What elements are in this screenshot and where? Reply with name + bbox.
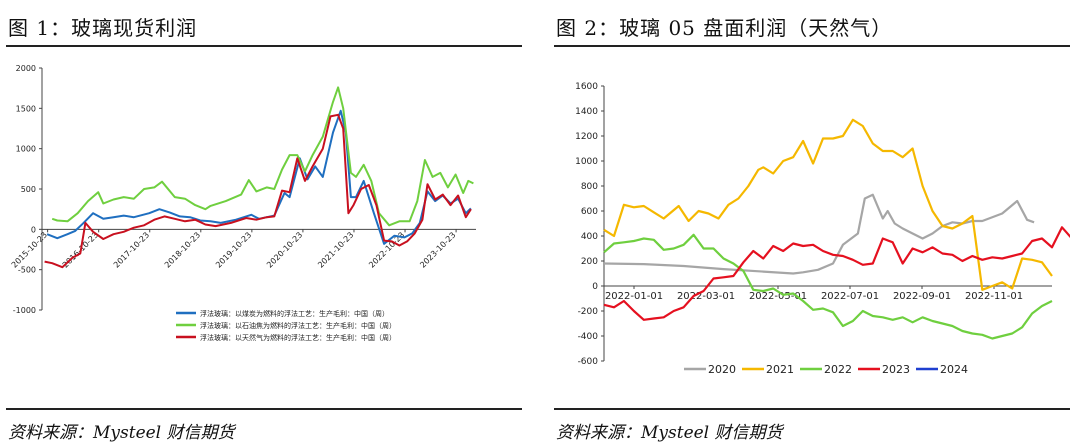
legend-label-1: 浮法玻璃：以煤炭为燃料的浮法工艺：生产毛利：中国（周） xyxy=(200,309,389,318)
series-line-3 xyxy=(44,113,472,269)
series-line-2021 xyxy=(603,118,1053,291)
figure-1-source: 资料来源：Mysteel 财信期货 xyxy=(8,423,235,443)
figure-2-title: 图 2：玻璃 05 盘面利润（天然气） xyxy=(556,16,893,40)
y-tick-label: 600 xyxy=(581,207,598,217)
figure-1-top-rule xyxy=(6,45,522,47)
figure-1-bottom-rule xyxy=(6,408,522,410)
legend-label-2022: 2022 xyxy=(824,363,852,376)
y-tick-label: 200 xyxy=(581,257,598,267)
figure-2-chart: 1600 1400 1200 1000 800 600 400 200 0 -200 -400 -60… xyxy=(575,82,1070,376)
legend-label-2021: 2021 xyxy=(766,363,794,376)
x-tick-label: 2023-10-23 xyxy=(418,230,457,269)
x-tick-label: 2015-10-23 xyxy=(10,230,49,269)
x-tick-label: 2022-01-01 xyxy=(605,291,663,302)
x-tick-label: 2022-05-01 xyxy=(749,291,807,302)
x-tick-label: 2022-07-01 xyxy=(821,291,879,302)
figure-1-title: 图 1：玻璃现货利润 xyxy=(8,16,198,40)
y-tick-label: 1600 xyxy=(575,82,598,92)
series-line-2020 xyxy=(603,193,1035,275)
figure-2-panel: 图 2：玻璃 05 盘面利润（天然气） 1600 1400 1200 1000 800 6… xyxy=(554,0,1074,448)
y-tick-label: 500 xyxy=(21,185,36,194)
y-tick-label: -600 xyxy=(578,357,599,367)
x-tick-label: 2019-10-23 xyxy=(214,230,253,269)
figure-2-bottom-rule xyxy=(554,408,1070,410)
y-tick-label: 1000 xyxy=(575,157,598,167)
series-line-2023 xyxy=(603,226,1070,321)
y-tick-label: -200 xyxy=(578,307,599,317)
legend-label-2020: 2020 xyxy=(708,363,736,376)
x-tick-label: 2022-09-01 xyxy=(893,291,951,302)
y-tick-label: 1400 xyxy=(575,107,598,117)
y-tick-label: 1500 xyxy=(16,104,36,113)
y-tick-label: 0 xyxy=(31,225,36,234)
x-tick-label: 2022-03-01 xyxy=(677,291,735,302)
legend-label-3: 浮法玻璃：以天然气为燃料的浮法工艺：生产毛利：中国（周） xyxy=(200,333,396,342)
series-line-2022 xyxy=(603,233,1053,340)
legend-label-2023: 2023 xyxy=(882,363,910,376)
x-tick-label: 2017-10-23 xyxy=(112,230,151,269)
x-tick-label: 2018-10-23 xyxy=(163,230,202,269)
y-tick-label: 800 xyxy=(581,182,598,192)
y-tick-label: -400 xyxy=(578,332,599,342)
y-tick-label: -500 xyxy=(18,266,36,275)
figure-2-source: 资料来源：Mysteel 财信期货 xyxy=(556,423,783,443)
x-tick-label: 2020-10-23 xyxy=(265,230,304,269)
y-tick-label: 1200 xyxy=(575,132,598,142)
y-tick-label: -1000 xyxy=(13,306,36,315)
series-line-2 xyxy=(51,86,474,227)
legend-label-2: 浮法玻璃：以石油焦为燃料的浮法工艺：生产毛利：中国（周） xyxy=(200,321,396,330)
series-line-1 xyxy=(46,109,472,245)
y-tick-label: 0 xyxy=(592,282,598,292)
legend-label-2024: 2024 xyxy=(940,363,968,376)
figure-1-panel: 图 1：玻璃现货利润 2000 1500 1000 500 0 -500 -1000 2015… xyxy=(6,0,526,448)
x-tick-label: 2022-11-01 xyxy=(965,291,1023,302)
figure-2-top-rule xyxy=(554,45,1070,47)
y-tick-label: 400 xyxy=(581,232,598,242)
x-tick-label: 2021-10-23 xyxy=(316,230,355,269)
y-tick-label: 1000 xyxy=(16,145,36,154)
y-tick-label: 2000 xyxy=(16,64,36,73)
